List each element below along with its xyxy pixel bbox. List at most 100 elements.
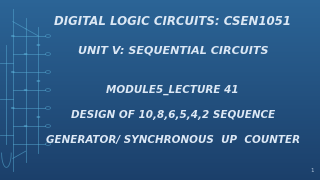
- Circle shape: [24, 125, 28, 127]
- Bar: [0, 7, 320, 9]
- Bar: [0, 148, 320, 150]
- Bar: [0, 64, 320, 66]
- Text: DESIGN OF 10,8,6,5,4,2 SEQUENCE: DESIGN OF 10,8,6,5,4,2 SEQUENCE: [71, 110, 275, 120]
- Bar: [0, 1, 320, 3]
- Text: DIGITAL LOGIC CIRCUITS: CSEN1051: DIGITAL LOGIC CIRCUITS: CSEN1051: [54, 15, 291, 28]
- Bar: [0, 72, 320, 73]
- Bar: [0, 168, 320, 170]
- Bar: [0, 58, 320, 60]
- Bar: [0, 66, 320, 68]
- Bar: [0, 150, 320, 152]
- Bar: [0, 15, 320, 17]
- Bar: [0, 18, 320, 19]
- Bar: [0, 46, 320, 48]
- Bar: [0, 96, 320, 98]
- Circle shape: [24, 53, 28, 55]
- Bar: [0, 156, 320, 158]
- Bar: [0, 123, 320, 125]
- Bar: [0, 163, 320, 165]
- Circle shape: [11, 71, 15, 73]
- Circle shape: [36, 116, 40, 118]
- Bar: [0, 81, 320, 82]
- Bar: [0, 61, 320, 63]
- Bar: [0, 75, 320, 76]
- Bar: [0, 85, 320, 87]
- Bar: [0, 132, 320, 134]
- Bar: [0, 145, 320, 147]
- Bar: [0, 111, 320, 112]
- Bar: [0, 147, 320, 148]
- Circle shape: [36, 44, 40, 46]
- Bar: [0, 169, 320, 171]
- Bar: [0, 112, 320, 114]
- Bar: [0, 43, 320, 45]
- Bar: [0, 91, 320, 93]
- Circle shape: [11, 107, 15, 109]
- Bar: [0, 153, 320, 154]
- Bar: [0, 27, 320, 28]
- Bar: [0, 84, 320, 86]
- Bar: [0, 78, 320, 80]
- Bar: [0, 37, 320, 39]
- Bar: [0, 115, 320, 117]
- Bar: [0, 99, 320, 100]
- Bar: [0, 114, 320, 116]
- Bar: [0, 3, 320, 4]
- Bar: [0, 22, 320, 24]
- Bar: [0, 118, 320, 120]
- Bar: [0, 34, 320, 36]
- Text: UNIT V: SEQUENTIAL CIRCUITS: UNIT V: SEQUENTIAL CIRCUITS: [77, 45, 268, 55]
- Bar: [0, 178, 320, 180]
- Bar: [0, 79, 320, 81]
- Text: 1: 1: [310, 168, 314, 173]
- Bar: [0, 30, 320, 32]
- Bar: [0, 87, 320, 89]
- Bar: [0, 57, 320, 59]
- Bar: [0, 88, 320, 90]
- Bar: [0, 28, 320, 30]
- Bar: [0, 55, 320, 57]
- Bar: [0, 33, 320, 35]
- Bar: [0, 63, 320, 64]
- Bar: [0, 90, 320, 91]
- Bar: [0, 133, 320, 135]
- Bar: [0, 171, 320, 172]
- Bar: [0, 45, 320, 46]
- Bar: [0, 130, 320, 132]
- Circle shape: [11, 35, 15, 37]
- Bar: [0, 102, 320, 103]
- Bar: [0, 19, 320, 21]
- Bar: [0, 60, 320, 62]
- Bar: [0, 136, 320, 138]
- Circle shape: [36, 80, 40, 82]
- Bar: [0, 105, 320, 107]
- Bar: [0, 144, 320, 145]
- Bar: [0, 121, 320, 123]
- Bar: [0, 138, 320, 140]
- Bar: [0, 52, 320, 54]
- Bar: [0, 12, 320, 14]
- Bar: [0, 157, 320, 159]
- Bar: [0, 103, 320, 105]
- Bar: [0, 165, 320, 167]
- Bar: [0, 100, 320, 102]
- Bar: [0, 127, 320, 129]
- Bar: [0, 51, 320, 53]
- Bar: [0, 42, 320, 44]
- Bar: [0, 172, 320, 174]
- Bar: [0, 159, 320, 161]
- Bar: [0, 94, 320, 96]
- Bar: [0, 174, 320, 176]
- Bar: [0, 160, 320, 162]
- Bar: [0, 82, 320, 84]
- Text: MODULE5_LECTURE 41: MODULE5_LECTURE 41: [107, 85, 239, 95]
- Bar: [0, 21, 320, 22]
- Bar: [0, 48, 320, 50]
- Bar: [0, 177, 320, 179]
- Bar: [0, 124, 320, 126]
- Bar: [0, 6, 320, 8]
- Bar: [0, 31, 320, 33]
- Bar: [0, 70, 320, 72]
- Text: GENERATOR/ SYNCHRONOUS  UP  COUNTER: GENERATOR/ SYNCHRONOUS UP COUNTER: [46, 135, 300, 145]
- Bar: [0, 73, 320, 75]
